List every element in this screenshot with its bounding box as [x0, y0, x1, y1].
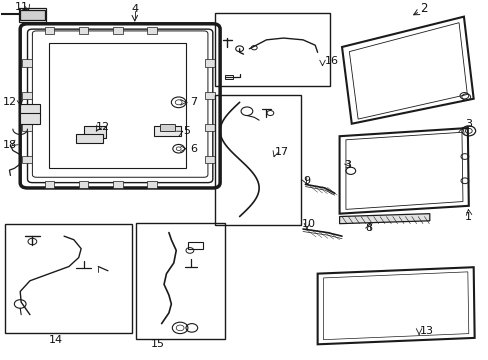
Bar [147, 27, 157, 35]
Bar [79, 181, 88, 188]
Text: 15: 15 [151, 339, 164, 349]
Bar [20, 104, 40, 115]
Bar [205, 156, 215, 163]
Bar [224, 75, 233, 79]
Bar [79, 27, 88, 35]
Bar [205, 59, 215, 67]
Bar [20, 113, 40, 124]
Text: 13: 13 [419, 327, 433, 337]
Text: 8: 8 [365, 223, 372, 233]
Text: 12: 12 [3, 97, 17, 107]
Text: 2: 2 [419, 2, 427, 15]
Text: 17: 17 [275, 147, 289, 157]
Bar [215, 13, 329, 86]
Text: 3: 3 [464, 119, 471, 129]
Bar [215, 95, 300, 225]
Bar [154, 126, 181, 136]
Bar [44, 27, 54, 35]
Text: 11: 11 [15, 2, 29, 12]
Bar [83, 126, 105, 138]
Text: 7: 7 [189, 97, 197, 107]
Text: 6: 6 [189, 144, 197, 154]
Text: 16: 16 [325, 56, 338, 66]
Text: 1: 1 [464, 212, 471, 221]
Text: 3: 3 [344, 160, 351, 170]
Bar [136, 222, 224, 339]
Text: 4: 4 [131, 4, 138, 14]
Bar [205, 91, 215, 99]
Text: 5: 5 [183, 126, 190, 136]
Text: 18: 18 [3, 140, 17, 150]
Bar [76, 134, 103, 143]
Bar [147, 181, 157, 188]
Bar [44, 181, 54, 188]
Text: 9: 9 [303, 176, 309, 186]
Text: 10: 10 [302, 219, 315, 229]
Bar [20, 9, 44, 20]
Text: 12: 12 [96, 122, 110, 132]
Bar [22, 59, 32, 67]
Bar [22, 124, 32, 131]
Bar [4, 224, 132, 333]
Bar [188, 242, 203, 249]
Bar [113, 181, 122, 188]
Bar [160, 125, 174, 131]
Bar [22, 156, 32, 163]
Bar [22, 91, 32, 99]
Text: 14: 14 [48, 335, 62, 345]
Bar [113, 27, 122, 35]
Bar [49, 44, 185, 168]
Polygon shape [339, 214, 429, 224]
Bar [19, 8, 46, 22]
Bar [205, 124, 215, 131]
